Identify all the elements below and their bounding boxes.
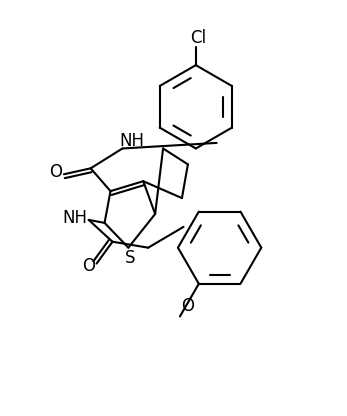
Text: O: O — [181, 297, 194, 315]
Text: NH: NH — [62, 209, 87, 227]
Text: O: O — [82, 257, 95, 275]
Text: S: S — [125, 249, 136, 267]
Text: O: O — [50, 163, 62, 181]
Text: Cl: Cl — [190, 30, 206, 47]
Text: NH: NH — [120, 131, 145, 149]
